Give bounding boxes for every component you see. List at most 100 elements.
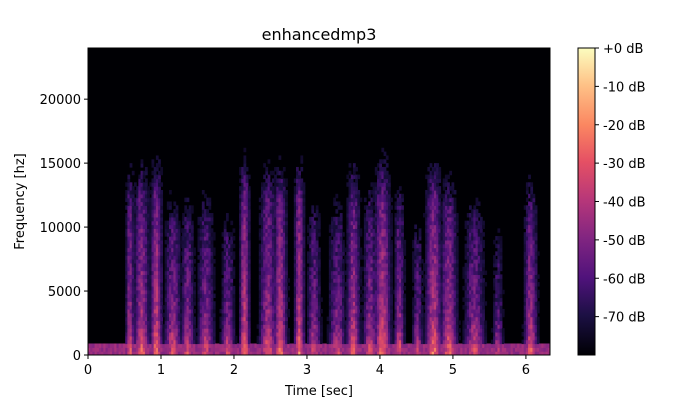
spectrogram-cell [385, 301, 389, 306]
spectrogram-cell [149, 247, 153, 252]
spectrogram-cell [153, 301, 157, 306]
spectrogram-cell [278, 278, 282, 283]
spectrogram-cell [374, 224, 378, 229]
spectrogram-cell [407, 347, 411, 352]
spectrogram-cell [398, 216, 402, 222]
spectrogram-cell [112, 347, 115, 352]
spectrogram-cell [280, 228, 284, 233]
spectrogram-cell [258, 320, 262, 325]
spectrogram-cell [363, 270, 367, 276]
spectrogram-cell [267, 178, 271, 183]
spectrogram-cell [328, 255, 332, 260]
spectrogram-cell [348, 262, 352, 268]
spectrogram-cell [394, 297, 398, 302]
spectrogram-cell [208, 312, 212, 318]
spectrogram-cell [210, 335, 214, 341]
spectrogram-cell [381, 201, 385, 206]
spectrogram-cell [420, 293, 424, 299]
spectrogram-cell [416, 251, 420, 256]
spectrogram-cell [282, 289, 286, 295]
spectrogram-cell [276, 220, 280, 226]
spectrogram-cell [267, 228, 271, 233]
spectrogram-cell [169, 232, 172, 237]
spectrogram-cell [256, 347, 260, 352]
spectrogram-cell [361, 312, 365, 318]
spectrogram-cell [204, 320, 207, 325]
spectrogram-cell [298, 170, 301, 176]
spectrogram-cell [204, 243, 207, 249]
spectrogram-cell [263, 239, 266, 245]
spectrogram-cell [433, 224, 437, 229]
spectrogram-cell [131, 220, 135, 226]
spectrogram-cell [368, 193, 372, 199]
spectrogram-cell [282, 270, 286, 276]
spectrogram-cell [348, 339, 352, 345]
spectrogram-cell [182, 236, 185, 241]
spectrogram-cell [210, 228, 214, 233]
spectrogram-cell [188, 232, 192, 237]
spectrogram-cell [269, 339, 273, 345]
spectrogram-cell [313, 312, 317, 318]
spectrogram-cell [88, 343, 91, 348]
spectrogram-cell [267, 301, 271, 306]
spectrogram-cell [396, 282, 400, 287]
spectrogram-cell [381, 285, 385, 291]
spectrogram-cell [201, 320, 205, 325]
spectrogram-cell [392, 335, 396, 341]
spectrogram-cell [263, 213, 266, 218]
spectrogram-cell [215, 347, 218, 352]
spectrogram-cell [164, 289, 168, 295]
spectrogram-cell [293, 262, 297, 268]
spectrogram-cell [420, 312, 424, 318]
spectrogram-cell [153, 285, 157, 291]
spectrogram-cell [372, 236, 376, 241]
spectrogram-cell [390, 255, 393, 260]
spectrogram-cell [276, 259, 280, 264]
spectrogram-cell [133, 328, 137, 333]
spectrogram-cell [304, 343, 308, 348]
spectrogram-cell [293, 293, 297, 299]
spectrogram-cell [341, 316, 345, 322]
spectrogram-cell [352, 209, 356, 214]
spectrogram-cell [381, 216, 385, 222]
spectrogram-cell [282, 228, 286, 233]
spectrogram-cell [403, 351, 407, 355]
spectrogram-cell [302, 285, 306, 291]
spectrogram-cell [383, 224, 387, 229]
spectrogram-cell [177, 324, 181, 329]
spectrogram-cell [372, 259, 376, 264]
spectrogram-cell [296, 186, 299, 191]
spectrogram-cell [276, 255, 280, 260]
spectrogram-cell [265, 247, 269, 252]
spectrogram-cell [186, 331, 190, 337]
spectrogram-cell [136, 293, 139, 299]
spectrogram-cell [188, 328, 192, 333]
spectrogram-cell [339, 301, 343, 306]
spectrogram-cell [377, 182, 380, 187]
spectrogram-cell [346, 232, 350, 237]
spectrogram-cell [127, 182, 131, 187]
spectrogram-cell [263, 186, 266, 191]
spectrogram-cell [186, 278, 190, 283]
spectrogram-cell [184, 224, 188, 229]
spectrogram-cell [401, 301, 404, 306]
spectrogram-cell [374, 305, 378, 310]
spectrogram-cell [352, 236, 356, 241]
spectrogram-cell [298, 243, 301, 249]
spectrogram-cell [158, 289, 161, 295]
spectrogram-cell [243, 328, 247, 333]
spectrogram-cell [335, 289, 339, 295]
spectrogram-cell [306, 278, 310, 283]
spectrogram-cell [339, 320, 343, 325]
spectrogram-cell [239, 259, 242, 264]
spectrogram-cell [381, 339, 385, 345]
spectrogram-cell [350, 308, 354, 314]
spectrogram-cell [258, 339, 262, 345]
spectrogram-cell [429, 228, 433, 233]
spectrogram-cell [177, 320, 181, 325]
spectrogram-cell [236, 343, 240, 348]
spectrogram-cell [208, 262, 212, 268]
spectrogram-cell [346, 312, 350, 318]
spectrogram-cell [245, 266, 249, 272]
spectrogram-cell [243, 316, 247, 322]
